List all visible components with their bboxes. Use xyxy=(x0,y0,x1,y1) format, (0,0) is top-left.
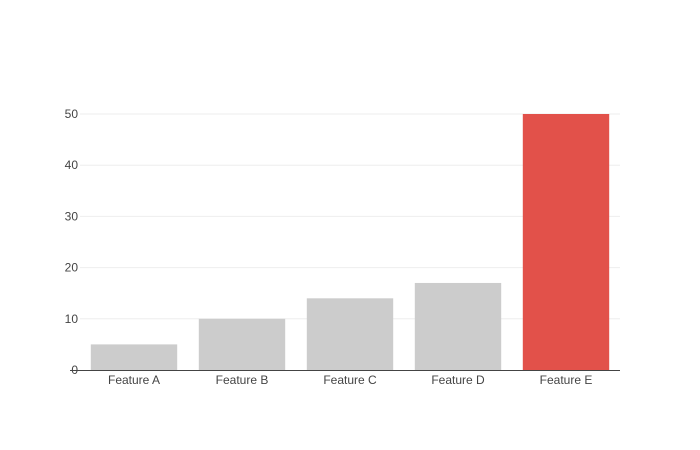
y-tick-labels: 0 10 20 30 40 50 xyxy=(65,107,79,377)
y-tick-label: 20 xyxy=(65,261,79,275)
y-tick-label: 50 xyxy=(65,107,79,121)
x-tick-labels: Feature A Feature B Feature C Feature D Feat… xyxy=(108,373,592,387)
x-tick-label: Feature D xyxy=(431,373,485,387)
bar-feature-b[interactable] xyxy=(198,318,286,370)
bar-feature-e[interactable] xyxy=(522,114,610,370)
x-tick-label: Feature C xyxy=(323,373,377,387)
x-tick-label: Feature B xyxy=(216,373,269,387)
y-tick-label: 40 xyxy=(65,158,79,172)
y-tick-label: 10 xyxy=(65,312,79,326)
x-tick-label: Feature A xyxy=(108,373,160,387)
bars xyxy=(90,114,610,370)
bar-feature-c[interactable] xyxy=(306,298,394,370)
x-tick-label: Feature E xyxy=(540,373,593,387)
y-tick-label: 0 xyxy=(71,363,78,377)
bar-feature-a[interactable] xyxy=(90,344,178,370)
bar-feature-d[interactable] xyxy=(414,282,502,370)
y-tick-label: 30 xyxy=(65,209,79,223)
